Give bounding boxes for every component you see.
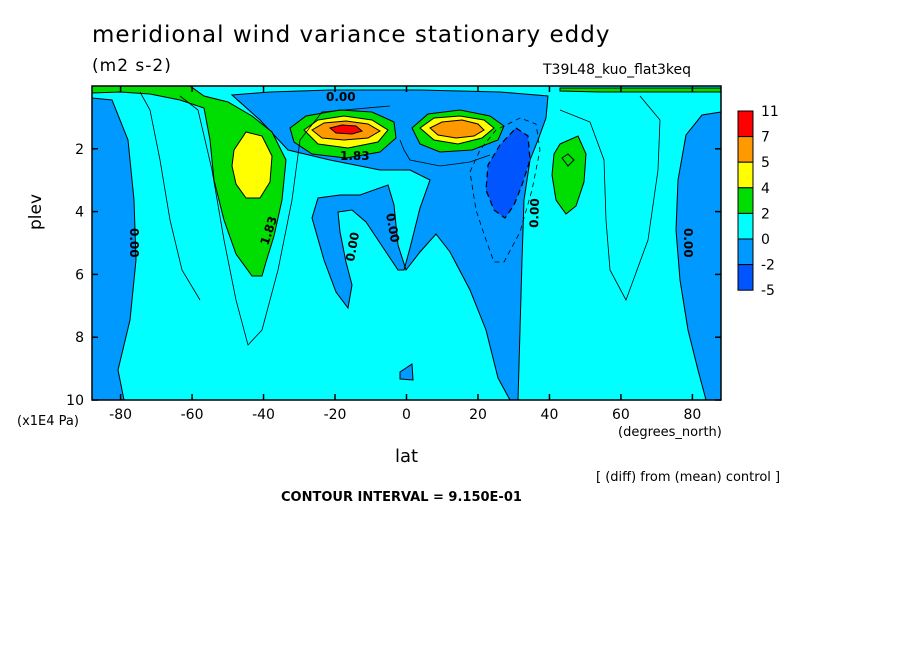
contour-line-far-south [139,91,201,301]
colorbar-box-4 [737,212,754,240]
axes: -80 -60 -40 -20 0 20 40 60 80 2 4 6 8 10 [66,86,721,423]
x-tick-label-8: 80 [683,407,701,423]
chart-units: (m2 s-2) [92,56,172,76]
positive-region-south [91,85,287,277]
positive-region-north [551,135,587,215]
colorbar-label-5: 0 [761,232,770,248]
contour-interval: CONTOUR INTERVAL = 9.150E-01 [281,490,522,505]
contour-label-1: 0.00 [326,90,356,104]
x-tick-label-5: 20 [469,407,487,423]
chart-title: meridional wind variance stationary eddy [92,22,611,48]
colorbar-label-0: 11 [761,104,779,120]
positive-region-top-strip [559,87,722,93]
difference-note: [ (diff) from (mean) control ] [596,470,781,485]
y-axis-units: (x1E4 Pa) [17,414,79,429]
orange-region-max-north [429,119,485,139]
y-tick-label-0: 2 [75,142,84,158]
y-tick-label-1: 4 [75,205,84,221]
contour-label-2: 1.83 [340,149,370,163]
colorbar-box-0 [737,110,754,138]
colorbar-label-4: 2 [761,206,770,222]
contour-line-center [399,139,491,167]
contour-line-south [179,95,391,346]
colorbar: 11 7 5 4 2 0 -2 -5 [737,104,779,299]
colorbar-box-1 [737,136,754,163]
colorbar-box-5 [737,238,754,266]
x-tick-label-3: -20 [324,407,347,423]
colorbar-label-2: 5 [761,155,770,171]
contour-label-7: 0.00 [383,212,402,244]
x-tick-label-0: -80 [109,407,132,423]
contour-line-dashed [469,117,541,263]
y-tick-label-3: 8 [75,330,84,346]
x-tick-label-2: -40 [252,407,275,423]
negative-region-deep [485,127,531,219]
x-tick-label-1: -60 [181,407,204,423]
colorbar-box-3 [737,187,754,214]
red-region-max-south [328,124,364,135]
x-axis-units: (degrees_north) [618,425,722,440]
contour-label-6: 0.00 [343,231,362,263]
contour-line-north [559,95,661,301]
y-tick-label-4: 10 [66,393,84,409]
colorbar-label-3: 4 [761,181,770,197]
y-tick-label-2: 6 [75,267,84,283]
x-tick-label-4: 0 [402,407,411,423]
x-tick-label-7: 60 [612,407,630,423]
negative-region-small [399,363,414,381]
x-axis-label: lat [395,446,419,467]
colorbar-label-6: -2 [761,258,775,274]
colorbar-box-2 [737,161,754,189]
colorbar-label-7: -5 [761,283,775,299]
x-tick-label-6: 40 [541,407,559,423]
run-label: T39L48_kuo_flat3keq [543,62,691,78]
max-marker-north [561,153,575,167]
colorbar-box-6 [737,264,754,291]
contour-label-3: 0.00 [127,228,141,258]
yellow-region-south [231,131,273,199]
contour-label-4: 0.00 [681,228,695,258]
contour-label-8: 0.00 [527,198,542,228]
plot-area: 0.00 1.83 0.00 0.00 1.83 0.00 0.00 0.00 [91,85,722,401]
colorbar-label-1: 7 [761,130,770,146]
